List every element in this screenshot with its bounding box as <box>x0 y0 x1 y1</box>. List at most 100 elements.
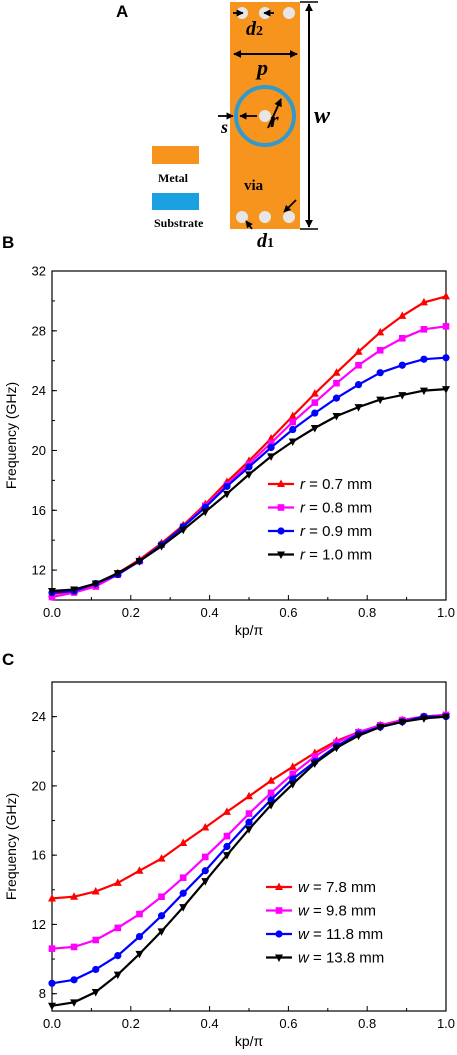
series-line <box>51 388 447 593</box>
legend-entry: w = 11.8 mm <box>298 926 383 943</box>
data-point <box>442 713 450 722</box>
s-label: s <box>220 117 228 137</box>
panel-a: A d2 p s r <box>116 1 331 252</box>
x-tick-label: 1.0 <box>437 605 455 620</box>
x-tick-label: 1.0 <box>437 1016 455 1031</box>
data-point <box>267 439 275 447</box>
legend-variable: w <box>298 926 310 943</box>
series-line <box>51 295 447 596</box>
data-point <box>354 381 363 389</box>
legend-value: = 0.9 mm <box>305 523 372 540</box>
x-tick-label: 0.6 <box>279 1016 297 1031</box>
legend-marker <box>277 504 285 511</box>
via-center <box>259 110 271 122</box>
data-point <box>223 482 231 490</box>
data-point <box>355 361 362 369</box>
data-point <box>310 389 319 397</box>
data-point <box>48 893 56 902</box>
legend-value: = 9.8 mm <box>309 903 376 920</box>
substrate-label: Substrate <box>154 216 204 230</box>
data-point <box>288 781 297 789</box>
data-point <box>135 558 144 566</box>
legend-value: = 7.8 mm <box>309 879 376 896</box>
legend-entry: w = 7.8 mm <box>298 879 376 896</box>
via-bottom-left <box>236 211 248 223</box>
data-point <box>201 508 210 517</box>
data-point <box>332 394 341 402</box>
legend-entry: r = 0.7 mm <box>300 476 372 493</box>
legend: w = 7.8 mm w = 9.8 mm w = 11.8 mm w = 13.8 … <box>266 879 384 967</box>
data-point <box>398 392 407 400</box>
metal-label: Metal <box>158 171 189 185</box>
p-label: p <box>255 55 268 80</box>
w-label: w <box>314 103 331 129</box>
data-point <box>70 892 79 900</box>
data-point <box>289 425 297 434</box>
data-point <box>201 822 210 831</box>
legend-variable: r <box>300 547 306 564</box>
data-point <box>398 718 407 727</box>
data-point <box>442 323 450 330</box>
panel-a-letter: A <box>116 2 128 21</box>
slot-ring <box>234 85 296 147</box>
legend-variable: r <box>300 500 306 517</box>
y-tick-label: 8 <box>39 986 46 1001</box>
data-point <box>332 413 341 421</box>
data-point <box>245 791 253 800</box>
panel-c-chart: C 0.0 0.2 0.4 0.6 0.8 1.0 8 12 16 20 24 kp/π Frequen… <box>2 650 455 1049</box>
legend-marker <box>277 527 285 535</box>
data-point <box>179 874 187 881</box>
data-point <box>267 453 276 461</box>
data-point <box>70 976 78 984</box>
legend-value: = 0.7 mm <box>305 476 372 493</box>
data-point <box>267 443 275 452</box>
data-point <box>354 347 363 355</box>
x-axis-label: kp/π <box>235 622 264 638</box>
data-point <box>201 878 210 886</box>
plot-frame <box>51 681 447 1012</box>
data-point <box>354 404 363 412</box>
data-point <box>157 854 166 862</box>
data-point <box>245 818 253 826</box>
data-point <box>310 425 319 433</box>
data-point <box>267 796 275 804</box>
data-point <box>70 999 79 1007</box>
data-point <box>48 979 56 987</box>
legend-entry: r = 1.0 mm <box>300 547 372 564</box>
data-point <box>311 399 319 406</box>
data-point <box>245 463 253 471</box>
data-point <box>91 887 100 895</box>
data-point <box>223 842 231 851</box>
data-point <box>354 732 363 741</box>
y-axis-label: Frequency (GHz) <box>3 382 19 489</box>
data-point <box>398 334 406 342</box>
legend-marker <box>275 930 283 938</box>
data-point <box>179 904 188 912</box>
x-tick-label: 0.4 <box>201 1016 219 1031</box>
legend-entry: r = 0.8 mm <box>300 500 372 517</box>
data-point <box>179 889 187 897</box>
data-point <box>398 361 406 369</box>
data-point <box>267 776 276 784</box>
data-point <box>48 593 56 601</box>
legend-variable: w <box>298 903 310 920</box>
legend-entry: r = 0.9 mm <box>300 523 372 540</box>
data-point <box>288 762 297 770</box>
y-tick-label: 32 <box>32 264 46 279</box>
data-point <box>289 775 297 783</box>
data-point <box>267 789 275 797</box>
legend-variable: r <box>300 523 306 540</box>
panel-b-letter: B <box>2 233 14 252</box>
legend-marker <box>275 954 283 962</box>
data-point <box>179 838 188 847</box>
legend-value: = 1.0 mm <box>305 547 372 564</box>
data-point <box>113 570 122 578</box>
data-point <box>245 471 253 479</box>
y-tick-label: 24 <box>32 383 46 398</box>
legend-entry: w = 13.8 mm <box>298 950 384 967</box>
series-1 <box>48 710 450 902</box>
data-point <box>136 910 143 918</box>
data-point <box>267 801 276 810</box>
data-point <box>135 932 144 941</box>
